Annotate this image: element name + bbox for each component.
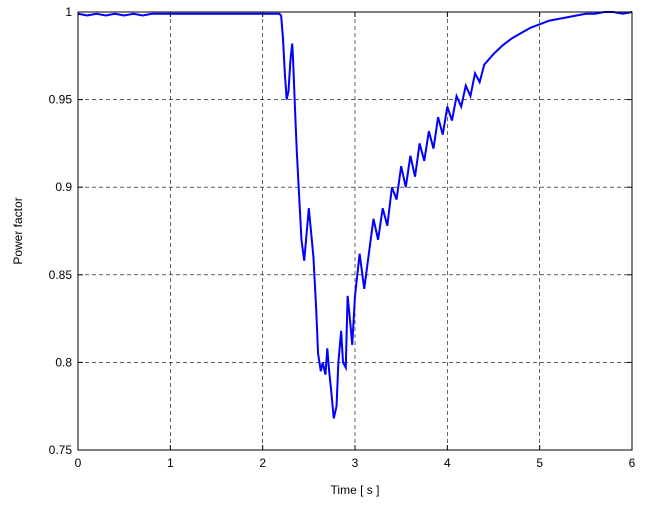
y-tick-label: 0.9 — [55, 180, 72, 194]
y-tick-label: 0.95 — [49, 93, 73, 107]
power-factor-line — [77, 11, 633, 419]
x-tick-label: 2 — [259, 456, 266, 470]
x-tick-label: 5 — [536, 456, 543, 470]
y-tick-label: 0.75 — [49, 443, 73, 457]
x-tick-label: 0 — [75, 456, 82, 470]
x-axis-label: Time [ s ] — [331, 483, 380, 497]
x-tick-label: 4 — [444, 456, 451, 470]
y-tick-label: 1 — [65, 5, 72, 19]
tick-labels: 0 1 2 3 4 5 6 0.75 0.8 0.85 0.9 0.95 1 — [49, 5, 636, 470]
axis-frame — [77, 11, 633, 451]
y-tick-label: 0.8 — [55, 355, 72, 369]
y-axis-label: Power factor — [11, 197, 25, 264]
x-tick-label: 1 — [167, 456, 174, 470]
x-tick-label: 3 — [352, 456, 359, 470]
gridlines — [78, 12, 632, 450]
y-tick-label: 0.85 — [49, 268, 73, 282]
x-tick-label: 6 — [629, 456, 636, 470]
